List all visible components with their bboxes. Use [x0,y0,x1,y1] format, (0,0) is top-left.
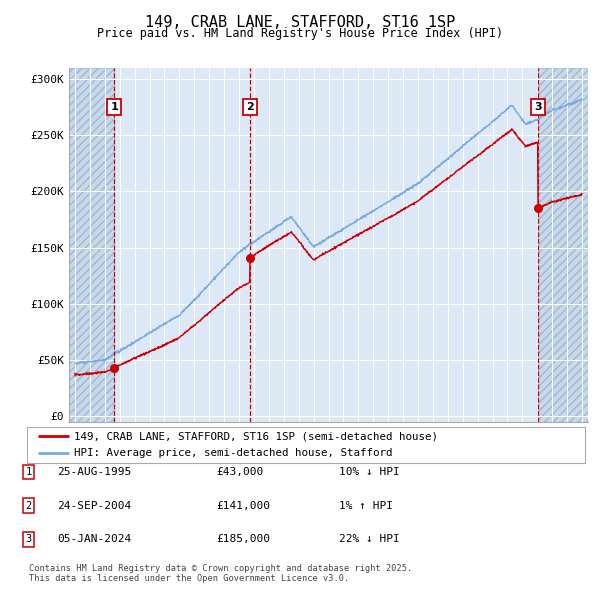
Text: Price paid vs. HM Land Registry's House Price Index (HPI): Price paid vs. HM Land Registry's House … [97,27,503,40]
Text: 10% ↓ HPI: 10% ↓ HPI [339,467,400,477]
Text: 2: 2 [246,102,254,112]
Text: 2: 2 [26,501,32,510]
Text: 149, CRAB LANE, STAFFORD, ST16 1SP: 149, CRAB LANE, STAFFORD, ST16 1SP [145,15,455,30]
Text: 24-SEP-2004: 24-SEP-2004 [57,501,131,510]
Text: 1: 1 [110,102,118,112]
Text: 1: 1 [26,467,32,477]
Bar [69,68,114,422]
Bar [538,68,588,422]
Text: £185,000: £185,000 [216,535,270,544]
Text: 3: 3 [534,102,542,112]
Text: £141,000: £141,000 [216,501,270,510]
Text: 25-AUG-1995: 25-AUG-1995 [57,467,131,477]
Text: 149, CRAB LANE, STAFFORD, ST16 1SP (semi-detached house): 149, CRAB LANE, STAFFORD, ST16 1SP (semi… [74,431,439,441]
Text: 3: 3 [26,535,32,544]
Text: £43,000: £43,000 [216,467,263,477]
Text: Contains HM Land Registry data © Crown copyright and database right 2025.
This d: Contains HM Land Registry data © Crown c… [29,563,412,583]
Text: 05-JAN-2024: 05-JAN-2024 [57,535,131,544]
Text: 22% ↓ HPI: 22% ↓ HPI [339,535,400,544]
Text: HPI: Average price, semi-detached house, Stafford: HPI: Average price, semi-detached house,… [74,448,393,458]
Text: 1% ↑ HPI: 1% ↑ HPI [339,501,393,510]
